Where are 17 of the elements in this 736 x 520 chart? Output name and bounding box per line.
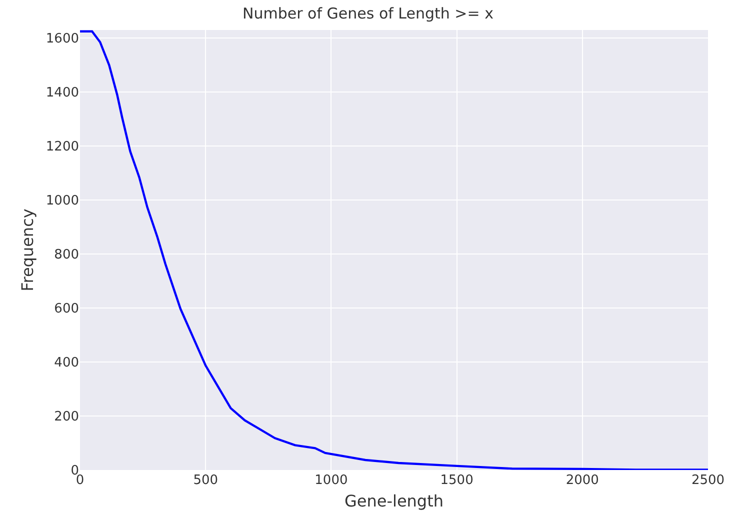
line-series [80,30,708,470]
y-tick-label: 1400 [46,86,79,101]
y-tick-label: 600 [54,302,79,317]
y-tick-label: 800 [54,248,79,263]
x-tick-label: 1000 [314,473,348,488]
y-axis-title: Frequency [18,208,37,292]
y-tick-label: 1000 [46,194,79,209]
x-tick-label: 2500 [691,473,725,488]
y-tick-label: 1600 [46,32,79,47]
x-axis-title: Gene-length [344,492,444,511]
x-tick-label: 500 [193,473,218,488]
y-tick-label: 200 [54,410,79,425]
x-tick-label: 2000 [566,473,599,488]
x-tick-label: 1500 [440,473,474,488]
y-tick-label: 1200 [46,140,79,155]
y-tick-label: 400 [54,356,79,371]
chart-title: Number of Genes of Length >= x [242,4,494,22]
